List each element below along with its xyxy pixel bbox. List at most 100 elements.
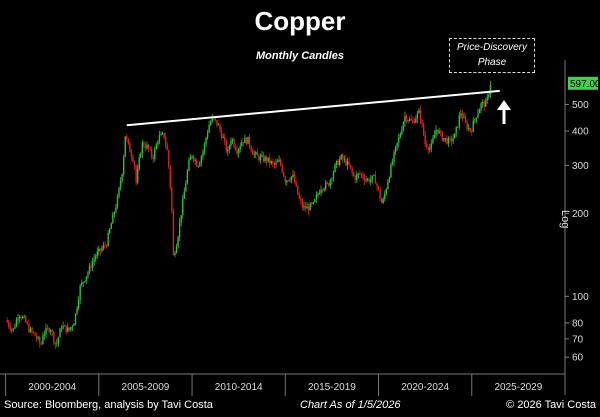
candle-body [317, 194, 319, 196]
candle-body [122, 156, 125, 175]
candle-body [87, 272, 89, 277]
candle-body [363, 177, 366, 181]
candle-body [23, 316, 25, 318]
candle-body [245, 137, 248, 144]
candle-body [418, 110, 420, 114]
candle-body [14, 326, 16, 329]
candle-body [129, 143, 131, 153]
candle-body [433, 134, 436, 139]
candle-body [447, 137, 450, 144]
candle-body [335, 160, 338, 165]
candle-body [384, 193, 386, 200]
candle-body [478, 109, 481, 114]
candle-body [9, 326, 11, 330]
source-note: Source: Bloomberg, analysis by Tavi Cost… [4, 399, 213, 411]
candle-body [200, 156, 203, 163]
candle-body [163, 133, 165, 138]
candle-body [185, 183, 187, 192]
candle-body [101, 248, 103, 251]
candle-body [143, 142, 145, 147]
candle-body [416, 113, 419, 119]
candle-body [427, 147, 429, 150]
chart-subtitle: Monthly Candles [255, 50, 344, 62]
candle-body [244, 137, 246, 143]
candle-body [359, 173, 361, 175]
y-tick-label: 60 [572, 353, 584, 364]
candle-body [388, 177, 391, 182]
candle-body [453, 133, 456, 139]
candle-body [292, 174, 294, 177]
candle-body [463, 117, 465, 118]
candle-body [192, 155, 195, 161]
candle-body [241, 142, 243, 147]
candle-body [251, 150, 254, 155]
candle-body [21, 316, 24, 319]
candle-body [130, 152, 133, 157]
candle-body [334, 164, 336, 173]
candle-body [104, 245, 106, 247]
candle-body [303, 206, 305, 208]
candle-body [144, 146, 147, 149]
y-tick-label: 300 [572, 161, 589, 172]
candle-body [150, 149, 153, 157]
candle-body [60, 328, 63, 330]
candle-body [404, 115, 406, 122]
candle-body [398, 137, 400, 143]
candle-body [81, 282, 83, 286]
candle-body [281, 164, 283, 173]
candle-body [203, 143, 206, 152]
price-tag-label: 597.00 [570, 79, 600, 90]
candle-body [121, 174, 123, 182]
x-period-label: 2015-2019 [308, 382, 356, 393]
candle-body [116, 196, 119, 208]
y-tick-label: 80 [572, 318, 584, 329]
candle-body [73, 323, 75, 327]
candle-body [147, 144, 150, 149]
candle-body [105, 245, 108, 247]
candle-body [76, 308, 78, 314]
candle-body [149, 148, 151, 150]
candle-body [95, 256, 97, 259]
candle-body [35, 335, 38, 339]
candle-body [12, 328, 15, 330]
candle-body [133, 161, 136, 167]
candle-body [307, 206, 310, 211]
up-arrow-icon [497, 100, 511, 124]
candle-body [205, 138, 207, 144]
candle-body [168, 150, 170, 167]
candle-body [270, 161, 273, 164]
candle-body [402, 121, 405, 131]
candle-body [424, 135, 426, 145]
candle-body [326, 182, 328, 184]
candle-body [112, 214, 114, 224]
candle-body [340, 154, 342, 160]
candle-body [338, 159, 341, 166]
candle-body [443, 138, 445, 141]
candle-body [49, 330, 52, 332]
candle-body [464, 117, 467, 123]
candle-body [46, 327, 49, 329]
candle-body [98, 248, 100, 252]
candle-body [255, 152, 257, 154]
x-axis: 2000-2004 2005-2009 2010-2014 2015-2019 2020… [0, 373, 565, 396]
candle-body [127, 138, 130, 144]
candle-body [20, 316, 22, 319]
candle-body [446, 137, 448, 144]
candle-body [239, 146, 241, 149]
candle-body [256, 152, 259, 156]
candle-body [227, 149, 229, 152]
candle-body [146, 144, 148, 149]
candle-body [287, 180, 290, 182]
candle-body [65, 325, 67, 332]
candle-body [438, 130, 440, 134]
candle-body [132, 156, 134, 162]
candle-body [135, 166, 137, 183]
candle-body [90, 265, 92, 268]
candle-body [48, 328, 50, 332]
candle-body [154, 149, 156, 160]
candle-body [109, 228, 111, 234]
candle-body [450, 138, 453, 142]
candle-body [382, 199, 384, 203]
candle-body [118, 187, 120, 197]
candle-body [172, 210, 175, 256]
